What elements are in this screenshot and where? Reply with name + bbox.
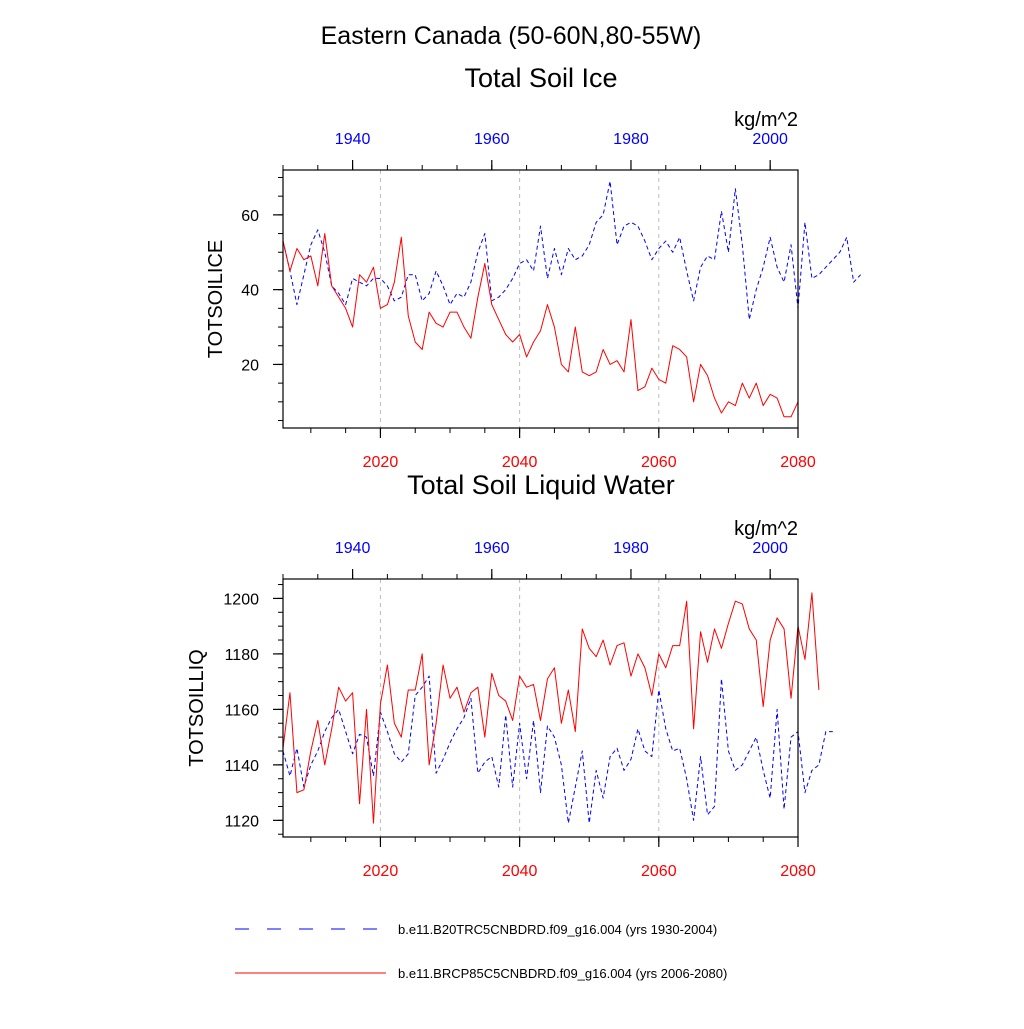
series-line-future	[282, 233, 799, 418]
y-tick-label: 1180	[225, 647, 260, 664]
series-line-future	[282, 592, 820, 824]
figure-suptitle: Eastern Canada (50-60N,80-55W)	[321, 22, 702, 50]
x-tick-label-bottom: 2040	[502, 863, 538, 880]
x-tick-label-top: 1940	[335, 540, 371, 557]
y-tick-label: 60	[241, 208, 259, 225]
units-label: kg/m^2	[734, 109, 798, 131]
chart-title: Total Soil Liquid Water	[407, 470, 675, 500]
y-tick-label: 1160	[225, 702, 260, 719]
x-tick-label-bottom: 2020	[363, 454, 399, 471]
x-tick-label-top: 2000	[752, 540, 788, 557]
panel-total-soil-liquid-water: Total Soil Liquid Water kg/m^2 2020 2040 206…	[186, 470, 833, 880]
y-tick-label: 1120	[225, 813, 260, 830]
y-axis-label: TOTSOILICE	[205, 240, 227, 359]
x-tick-label-bottom: 2060	[641, 863, 677, 880]
x-tick-label-bottom: 2080	[780, 863, 816, 880]
plot-frame	[282, 578, 799, 838]
x-tick-label-top: 1940	[335, 131, 371, 148]
chart-title: Total Soil Ice	[464, 63, 617, 93]
legend: b.e11.B20TRC5CNBDRD.f09_g16.004 (yrs 193…	[235, 922, 727, 981]
legend-label-historical: b.e11.B20TRC5CNBDRD.f09_g16.004 (yrs 193…	[398, 922, 717, 937]
x-tick-label-top: 1960	[474, 131, 510, 148]
x-tick-label-top: 1980	[613, 131, 649, 148]
units-label: kg/m^2	[734, 518, 798, 540]
x-tick-label-bottom: 2080	[780, 454, 816, 471]
x-tick-label-bottom: 2040	[502, 454, 538, 471]
y-tick-label: 20	[241, 357, 259, 374]
y-tick-label: 1140	[225, 758, 260, 775]
y-tick-label: 40	[241, 283, 259, 300]
legend-label-future: b.e11.BRCP85C5CNBDRD.f09_g16.004 (yrs 20…	[398, 966, 727, 981]
x-tick-label-top: 1960	[474, 540, 510, 557]
x-tick-label-top: 1980	[613, 540, 649, 557]
series-line-historical	[282, 180, 862, 321]
y-axis-label: TOTSOILLIQ	[186, 649, 208, 766]
y-tick-label: 1200	[223, 591, 259, 608]
x-tick-label-top: 2000	[752, 131, 788, 148]
x-tick-label-bottom: 2060	[641, 454, 677, 471]
x-tick-label-bottom: 2020	[363, 863, 399, 880]
plot-frame	[282, 169, 799, 429]
series-line-historical	[282, 675, 833, 824]
